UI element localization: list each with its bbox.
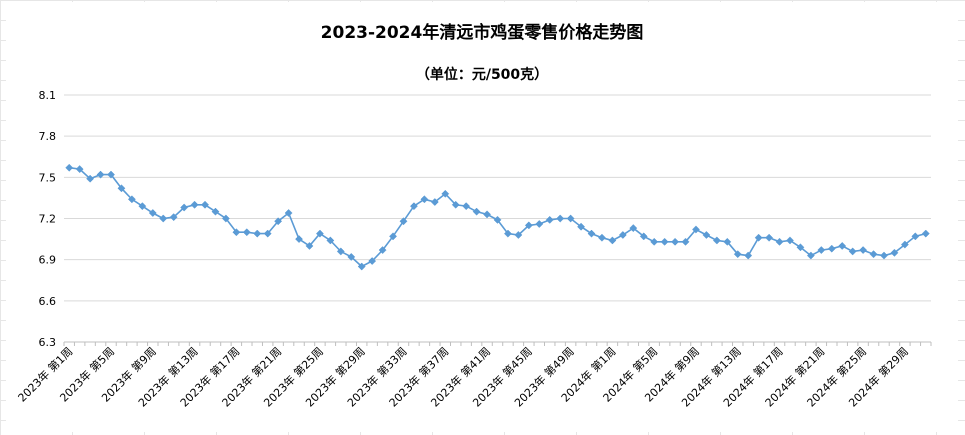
- data-point: [639, 232, 648, 241]
- data-point: [900, 240, 909, 249]
- chart-title: 2023-2024年清远市鸡蛋零售价格走势图: [320, 23, 644, 43]
- data-point: [159, 214, 168, 223]
- data-point: [65, 163, 74, 172]
- data-point: [378, 246, 387, 255]
- data-point: [733, 250, 742, 259]
- data-point: [336, 247, 345, 256]
- data-point: [399, 217, 408, 226]
- data-point: [775, 237, 784, 246]
- data-point: [347, 252, 356, 261]
- data-point: [503, 229, 512, 238]
- y-tick-label: 6.9: [39, 254, 57, 267]
- y-tick-label: 7.2: [39, 213, 57, 226]
- data-point: [712, 236, 721, 245]
- data-point: [420, 195, 429, 204]
- y-tick-label: 6.6: [39, 295, 57, 308]
- data-point: [681, 237, 690, 246]
- data-point: [827, 244, 836, 253]
- chart-area[interactable]: 2023-2024年清远市鸡蛋零售价格走势图 （单位：元/500克） 6.3 6.…: [6, 2, 958, 432]
- data-point: [577, 222, 586, 231]
- data-point: [284, 209, 293, 217]
- chart-subtitle: （单位：元/500克）: [415, 67, 549, 83]
- data-point: [274, 217, 283, 226]
- data-point: [127, 195, 136, 204]
- data-point: [754, 233, 763, 242]
- data-point: [493, 215, 502, 224]
- data-point: [86, 174, 95, 183]
- data-point: [451, 200, 460, 209]
- data-point: [817, 246, 826, 255]
- data-point: [566, 214, 575, 223]
- data-point: [483, 210, 492, 219]
- y-tick-label: 7.5: [39, 171, 57, 184]
- data-point: [430, 198, 439, 206]
- data-point: [441, 189, 450, 198]
- data-point: [765, 233, 774, 242]
- data-point: [921, 229, 930, 238]
- y-tick-label: 8.1: [39, 89, 57, 102]
- data-point: [598, 233, 606, 242]
- data-point: [869, 250, 878, 259]
- data-point: [326, 236, 335, 245]
- data-point: [75, 165, 84, 174]
- data-point: [295, 235, 303, 244]
- data-point: [232, 228, 241, 237]
- data-point: [535, 220, 544, 228]
- data-point: [117, 184, 126, 193]
- data-point: [660, 237, 669, 246]
- data-point: [169, 213, 178, 222]
- data-point: [880, 251, 888, 260]
- data-point: [180, 203, 189, 212]
- y-tick-label: 6.3: [39, 336, 57, 349]
- data-point: [305, 241, 314, 250]
- data-point: [671, 237, 680, 246]
- data-point: [409, 202, 418, 211]
- data-point: [702, 231, 711, 239]
- data-point: [107, 170, 115, 179]
- data-point: [357, 262, 366, 271]
- data-point: [744, 251, 753, 260]
- data-point: [148, 209, 157, 217]
- data-point: [796, 243, 805, 252]
- data-point: [211, 207, 220, 216]
- data-point: [138, 202, 147, 211]
- y-tick-label: 7.8: [39, 130, 57, 143]
- data-point: [472, 207, 481, 216]
- data-point: [524, 221, 533, 230]
- data-point: [859, 246, 868, 255]
- data-point: [608, 236, 617, 245]
- data-point: [786, 236, 794, 245]
- data-point: [587, 229, 596, 238]
- data-point: [556, 214, 565, 223]
- data-point: [389, 232, 397, 241]
- data-point: [650, 237, 659, 246]
- data-point: [723, 237, 732, 246]
- data-point: [806, 251, 815, 260]
- data-point: [190, 200, 199, 209]
- data-point: [514, 231, 523, 239]
- data-point: [692, 225, 700, 234]
- data-point: [545, 215, 554, 224]
- data-point: [838, 241, 847, 250]
- data-point: [221, 214, 230, 223]
- data-point: [890, 248, 899, 257]
- data-point: [263, 229, 272, 238]
- data-point: [253, 229, 262, 238]
- data-point: [368, 257, 377, 265]
- data-point: [462, 202, 471, 211]
- data-point: [618, 231, 627, 239]
- data-point: [242, 228, 251, 237]
- data-point: [629, 224, 638, 233]
- data-point: [848, 247, 857, 256]
- data-point: [911, 232, 920, 241]
- data-point: [315, 229, 324, 238]
- data-point: [96, 170, 105, 179]
- data-point: [201, 200, 209, 209]
